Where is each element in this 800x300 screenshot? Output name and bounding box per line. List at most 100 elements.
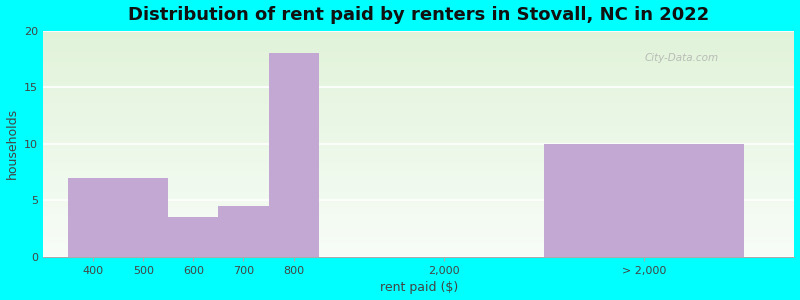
Bar [43, 139, 794, 141]
Bar [43, 196, 794, 198]
Bar [43, 58, 794, 59]
Bar [43, 76, 794, 77]
Bar [43, 231, 794, 233]
Bar [43, 98, 794, 100]
Bar [43, 61, 794, 62]
Bar [43, 88, 794, 89]
Bar [218, 206, 269, 257]
Bar [43, 46, 794, 47]
Bar [43, 41, 794, 43]
Bar [43, 192, 794, 194]
Bar [43, 47, 794, 49]
Bar [43, 245, 794, 246]
Bar [43, 80, 794, 82]
Bar [43, 198, 794, 200]
Bar [43, 111, 794, 112]
Bar [43, 115, 794, 117]
Bar [118, 178, 168, 257]
Bar [43, 182, 794, 183]
Bar [43, 106, 794, 108]
Bar [43, 154, 794, 156]
Bar [43, 118, 794, 120]
Bar [43, 77, 794, 79]
Bar [43, 92, 794, 94]
Bar [43, 164, 794, 165]
Bar [43, 50, 794, 52]
Bar [43, 142, 794, 144]
Bar [43, 177, 794, 178]
Bar [43, 254, 794, 255]
Bar [43, 251, 794, 252]
Bar [43, 148, 794, 150]
Bar [43, 70, 794, 71]
Bar [43, 101, 794, 103]
Bar [43, 180, 794, 182]
Bar [43, 227, 794, 228]
Bar [43, 85, 794, 86]
Bar [43, 43, 794, 44]
Bar [43, 82, 794, 83]
Bar [43, 242, 794, 243]
Bar [68, 178, 118, 257]
Bar [43, 144, 794, 145]
Bar [43, 94, 794, 95]
Bar [43, 230, 794, 231]
Bar [43, 208, 794, 210]
Bar [43, 153, 794, 154]
Bar [43, 89, 794, 91]
Bar [43, 62, 794, 64]
Bar [43, 83, 794, 85]
Title: Distribution of rent paid by renters in Stovall, NC in 2022: Distribution of rent paid by renters in … [128, 6, 710, 24]
Bar [43, 194, 794, 195]
Bar [43, 147, 794, 148]
Bar [43, 136, 794, 138]
Bar [43, 225, 794, 227]
Bar [43, 53, 794, 55]
Bar [43, 52, 794, 53]
Bar [43, 59, 794, 61]
Bar [43, 195, 794, 196]
Bar [43, 224, 794, 225]
Bar [43, 255, 794, 257]
Bar [43, 243, 794, 245]
Y-axis label: households: households [6, 108, 18, 179]
Bar [43, 240, 794, 242]
Bar [43, 237, 794, 239]
Bar [43, 126, 794, 127]
Bar [544, 144, 744, 257]
Bar [43, 65, 794, 67]
Bar [43, 169, 794, 171]
Bar [43, 114, 794, 115]
Bar [43, 141, 794, 142]
Bar [43, 124, 794, 126]
Bar [43, 186, 794, 188]
Bar [43, 246, 794, 248]
Bar [43, 234, 794, 236]
X-axis label: rent paid ($): rent paid ($) [380, 281, 458, 294]
Bar [43, 31, 794, 32]
Bar [43, 151, 794, 153]
Bar [43, 157, 794, 159]
Bar [43, 44, 794, 46]
Bar [43, 49, 794, 50]
Bar [43, 156, 794, 157]
Bar [43, 55, 794, 56]
Bar [43, 219, 794, 221]
Bar [43, 127, 794, 129]
Bar [43, 213, 794, 214]
Bar [43, 188, 794, 189]
Bar [43, 86, 794, 88]
Bar [43, 117, 794, 118]
Bar [43, 105, 794, 106]
Bar [43, 123, 794, 124]
Bar [43, 207, 794, 208]
Bar [43, 233, 794, 234]
Bar [43, 200, 794, 201]
Bar [43, 38, 794, 40]
Bar [43, 73, 794, 74]
Bar [43, 79, 794, 80]
Bar [43, 183, 794, 184]
Bar [269, 53, 318, 257]
Bar [43, 108, 794, 109]
Bar [43, 109, 794, 111]
